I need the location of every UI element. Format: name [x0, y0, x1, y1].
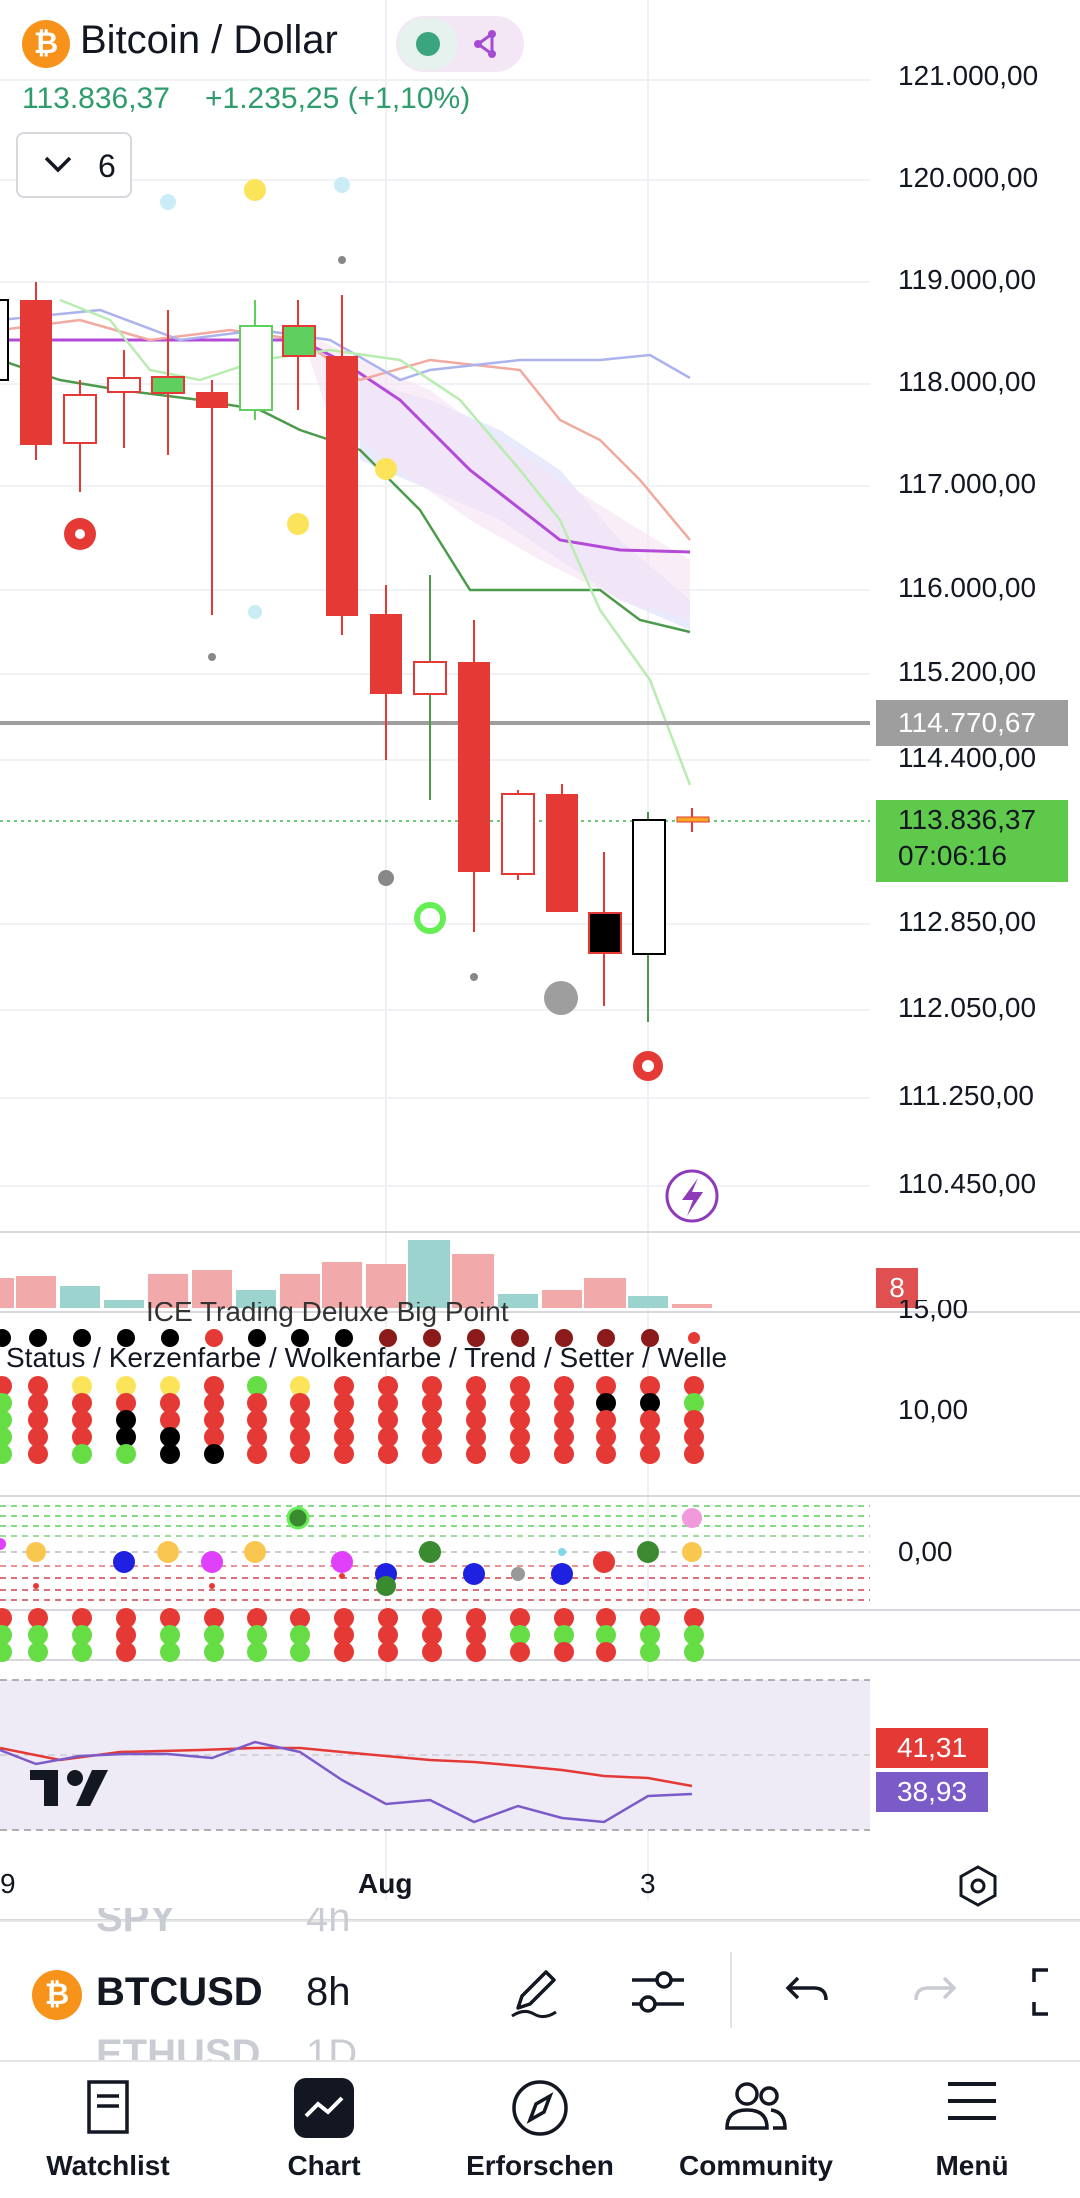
interval-above: 4h	[306, 1908, 351, 1940]
time-label-aug: Aug	[358, 1868, 413, 1899]
time-label: 9	[0, 1868, 16, 1899]
nav-label: Chart	[287, 2150, 361, 2181]
indicator-dots-top	[0, 1329, 704, 1464]
price-label: 112.050,00	[898, 992, 1037, 1023]
signal-dots	[64, 177, 663, 1081]
indicator1-axis-top: 15,00	[898, 1300, 969, 1322]
nav-label: Watchlist	[46, 2150, 170, 2181]
fullscreen-icon[interactable]	[1030, 1964, 1080, 2020]
indicator2-dots	[0, 1506, 702, 1596]
tradingview-logo	[30, 1770, 108, 1806]
chart-toolbar: SPY 4h ₿ BTCUSD 8h ETHUSD 1D	[0, 1908, 1080, 2062]
line-lightgreen	[59, 298, 692, 786]
price-marker-grey: 114.770,67	[876, 700, 1068, 746]
time-label: 3	[640, 1868, 656, 1899]
indicator-dots-bottom	[0, 1608, 704, 1662]
lightning-glyph	[682, 1178, 703, 1216]
nav-explore[interactable]: Erforschen	[432, 2062, 648, 2198]
rsi-value-signal: 41,31	[876, 1728, 988, 1768]
settings-hex-icon[interactable]	[956, 1864, 1000, 1908]
volume-badge: 8	[876, 1268, 918, 1308]
nav-menu[interactable]: Menü	[864, 2062, 1080, 2198]
bottom-navigation: Watchlist Chart Erforschen Community Men…	[0, 2060, 1080, 2198]
coin-logo: ₿	[22, 20, 70, 68]
price-label: 114.400,00	[898, 742, 1037, 773]
indicator1-subtitle[interactable]: Status / Kerzenfarbe / Wolkenfarbe / Tre…	[6, 1342, 728, 1373]
bitcoin-icon: ₿	[22, 20, 70, 68]
price-label: 120.000,00	[898, 162, 1039, 193]
toolbar-divider	[730, 1952, 732, 2028]
indicator-count: 6	[98, 148, 116, 184]
interval-below: 1D	[306, 2032, 358, 2062]
header-change: +1.235,25 (+1,10%)	[205, 82, 471, 115]
symbol-above: SPY	[96, 1908, 177, 1940]
symbol-title[interactable]: Bitcoin / Dollar	[80, 18, 338, 62]
price-label: 117.000,00	[898, 468, 1037, 499]
indicator-settings-icon[interactable]	[628, 1964, 688, 2020]
price-label: 121.000,00	[898, 60, 1039, 91]
status-pill[interactable]	[396, 16, 524, 72]
indicator1-title[interactable]: ICE Trading Deluxe Big Point	[146, 1302, 509, 1327]
compass-icon	[512, 2080, 568, 2136]
rsi-line	[0, 1740, 693, 1824]
indicator-toggle-button[interactable]: 6	[16, 132, 132, 198]
header-price: 113.836,37	[22, 82, 170, 115]
interval-selector[interactable]: 8h	[306, 1970, 351, 2014]
nav-label: Menü	[935, 2150, 1009, 2181]
line-salmon	[0, 318, 691, 541]
indicator1-axis-mid: 10,00	[898, 1394, 969, 1425]
chevron-down-icon	[44, 156, 72, 173]
undo-icon[interactable]	[784, 1970, 830, 2010]
line-blue	[0, 308, 691, 382]
nav-chart[interactable]: Chart	[216, 2062, 432, 2198]
symbol-selector[interactable]: BTCUSD	[96, 1970, 263, 2014]
chart-icon	[294, 2078, 354, 2138]
nav-label: Erforschen	[466, 2150, 614, 2181]
indicator2-axis: 0,00	[898, 1536, 953, 1567]
chart-area[interactable]	[0, 0, 1080, 1920]
current-price-label: 113.836,37	[898, 804, 1037, 835]
cloud-area-pink	[300, 330, 690, 620]
rsi-value: 38,93	[876, 1772, 988, 1812]
nav-watchlist[interactable]: Watchlist	[0, 2062, 216, 2198]
watchlist-icon	[87, 2080, 129, 2134]
nav-label: Community	[679, 2150, 833, 2181]
market-open-icon	[416, 32, 440, 56]
price-label: 119.000,00	[898, 264, 1037, 295]
price-label: 111.250,00	[898, 1080, 1034, 1111]
hamburger-menu-icon	[948, 2082, 996, 2120]
price-label: 116.000,00	[898, 572, 1037, 603]
symbol-below: ETHUSD	[96, 2032, 261, 2062]
rsi-signal-line	[0, 1746, 693, 1788]
price-marker-current: 113.836,37 07:06:16	[876, 800, 1068, 882]
grid-lines	[0, 79, 870, 1187]
price-label: 110.450,00	[898, 1168, 1037, 1199]
candlesticks	[0, 282, 710, 1022]
volume-bars	[0, 1240, 712, 1308]
nav-community[interactable]: Community	[648, 2062, 864, 2198]
price-label: 115.200,00	[898, 656, 1037, 687]
draw-pencil-icon[interactable]	[504, 1962, 564, 2022]
candle-timer: 07:06:16	[898, 840, 1007, 871]
bitcoin-icon: ₿	[32, 1970, 82, 2020]
price-label: 118.000,00	[898, 366, 1037, 397]
share-nodes-icon	[474, 30, 496, 58]
community-icon	[725, 2082, 787, 2130]
price-label: 112.850,00	[898, 906, 1037, 937]
redo-icon[interactable]	[912, 1970, 958, 2010]
